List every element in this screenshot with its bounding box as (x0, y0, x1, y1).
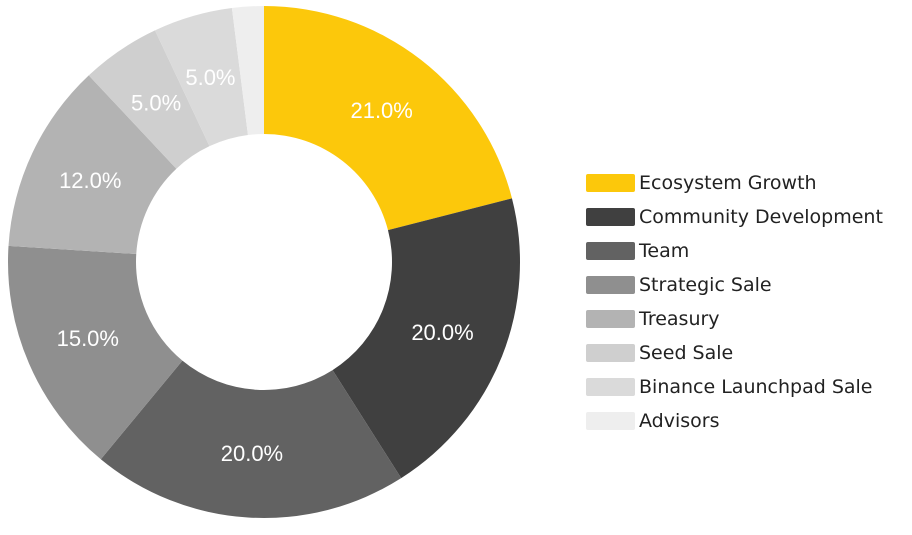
slice-data-label: 15.0% (57, 326, 119, 351)
legend-swatch (586, 310, 635, 328)
slice-data-label: 5.0% (185, 65, 235, 90)
legend-label: Team (639, 240, 690, 262)
legend-item: Seed Sale (586, 336, 883, 370)
pie-slice (155, 8, 248, 147)
legend-item: Ecosystem Growth (586, 166, 883, 200)
legend-swatch (586, 378, 635, 396)
legend-label: Strategic Sale (639, 274, 772, 296)
legend-item: Advisors (586, 404, 883, 438)
pie-slice (100, 360, 402, 518)
slice-data-label: 20.0% (221, 441, 283, 466)
legend-label: Seed Sale (639, 342, 734, 364)
slice-data-label: 20.0% (411, 320, 473, 345)
slice-data-label: 5.0% (131, 91, 181, 116)
slice-data-label: 21.0% (350, 98, 412, 123)
legend-swatch (586, 174, 635, 192)
chart-legend: Ecosystem Growth Community Development Tea… (586, 166, 883, 438)
legend-item: Strategic Sale (586, 268, 883, 302)
legend-swatch (586, 276, 635, 294)
donut-chart: 21.0% 20.0% 20.0% 15.0% 12.0% 5.0%5.0% (8, 6, 520, 518)
legend-label: Advisors (639, 410, 720, 432)
pie-slice (231, 6, 264, 136)
pie-slice (88, 30, 210, 169)
legend-item: Binance Launchpad Sale (586, 370, 883, 404)
slice-data-label: 12.0% (59, 168, 121, 193)
pie-slice (264, 6, 512, 231)
legend-swatch (586, 208, 635, 226)
legend-swatch (586, 412, 635, 430)
pie-slice (332, 198, 520, 479)
pie-slice (8, 75, 177, 254)
legend-item: Treasury (586, 302, 883, 336)
legend-label: Binance Launchpad Sale (639, 376, 873, 398)
legend-swatch (586, 344, 635, 362)
legend-label: Community Development (639, 206, 883, 228)
legend-label: Treasury (639, 308, 720, 330)
legend-label: Ecosystem Growth (639, 172, 817, 194)
legend-item: Team (586, 234, 883, 268)
legend-swatch (586, 242, 635, 260)
pie-slice (8, 245, 183, 460)
legend-item: Community Development (586, 200, 883, 234)
